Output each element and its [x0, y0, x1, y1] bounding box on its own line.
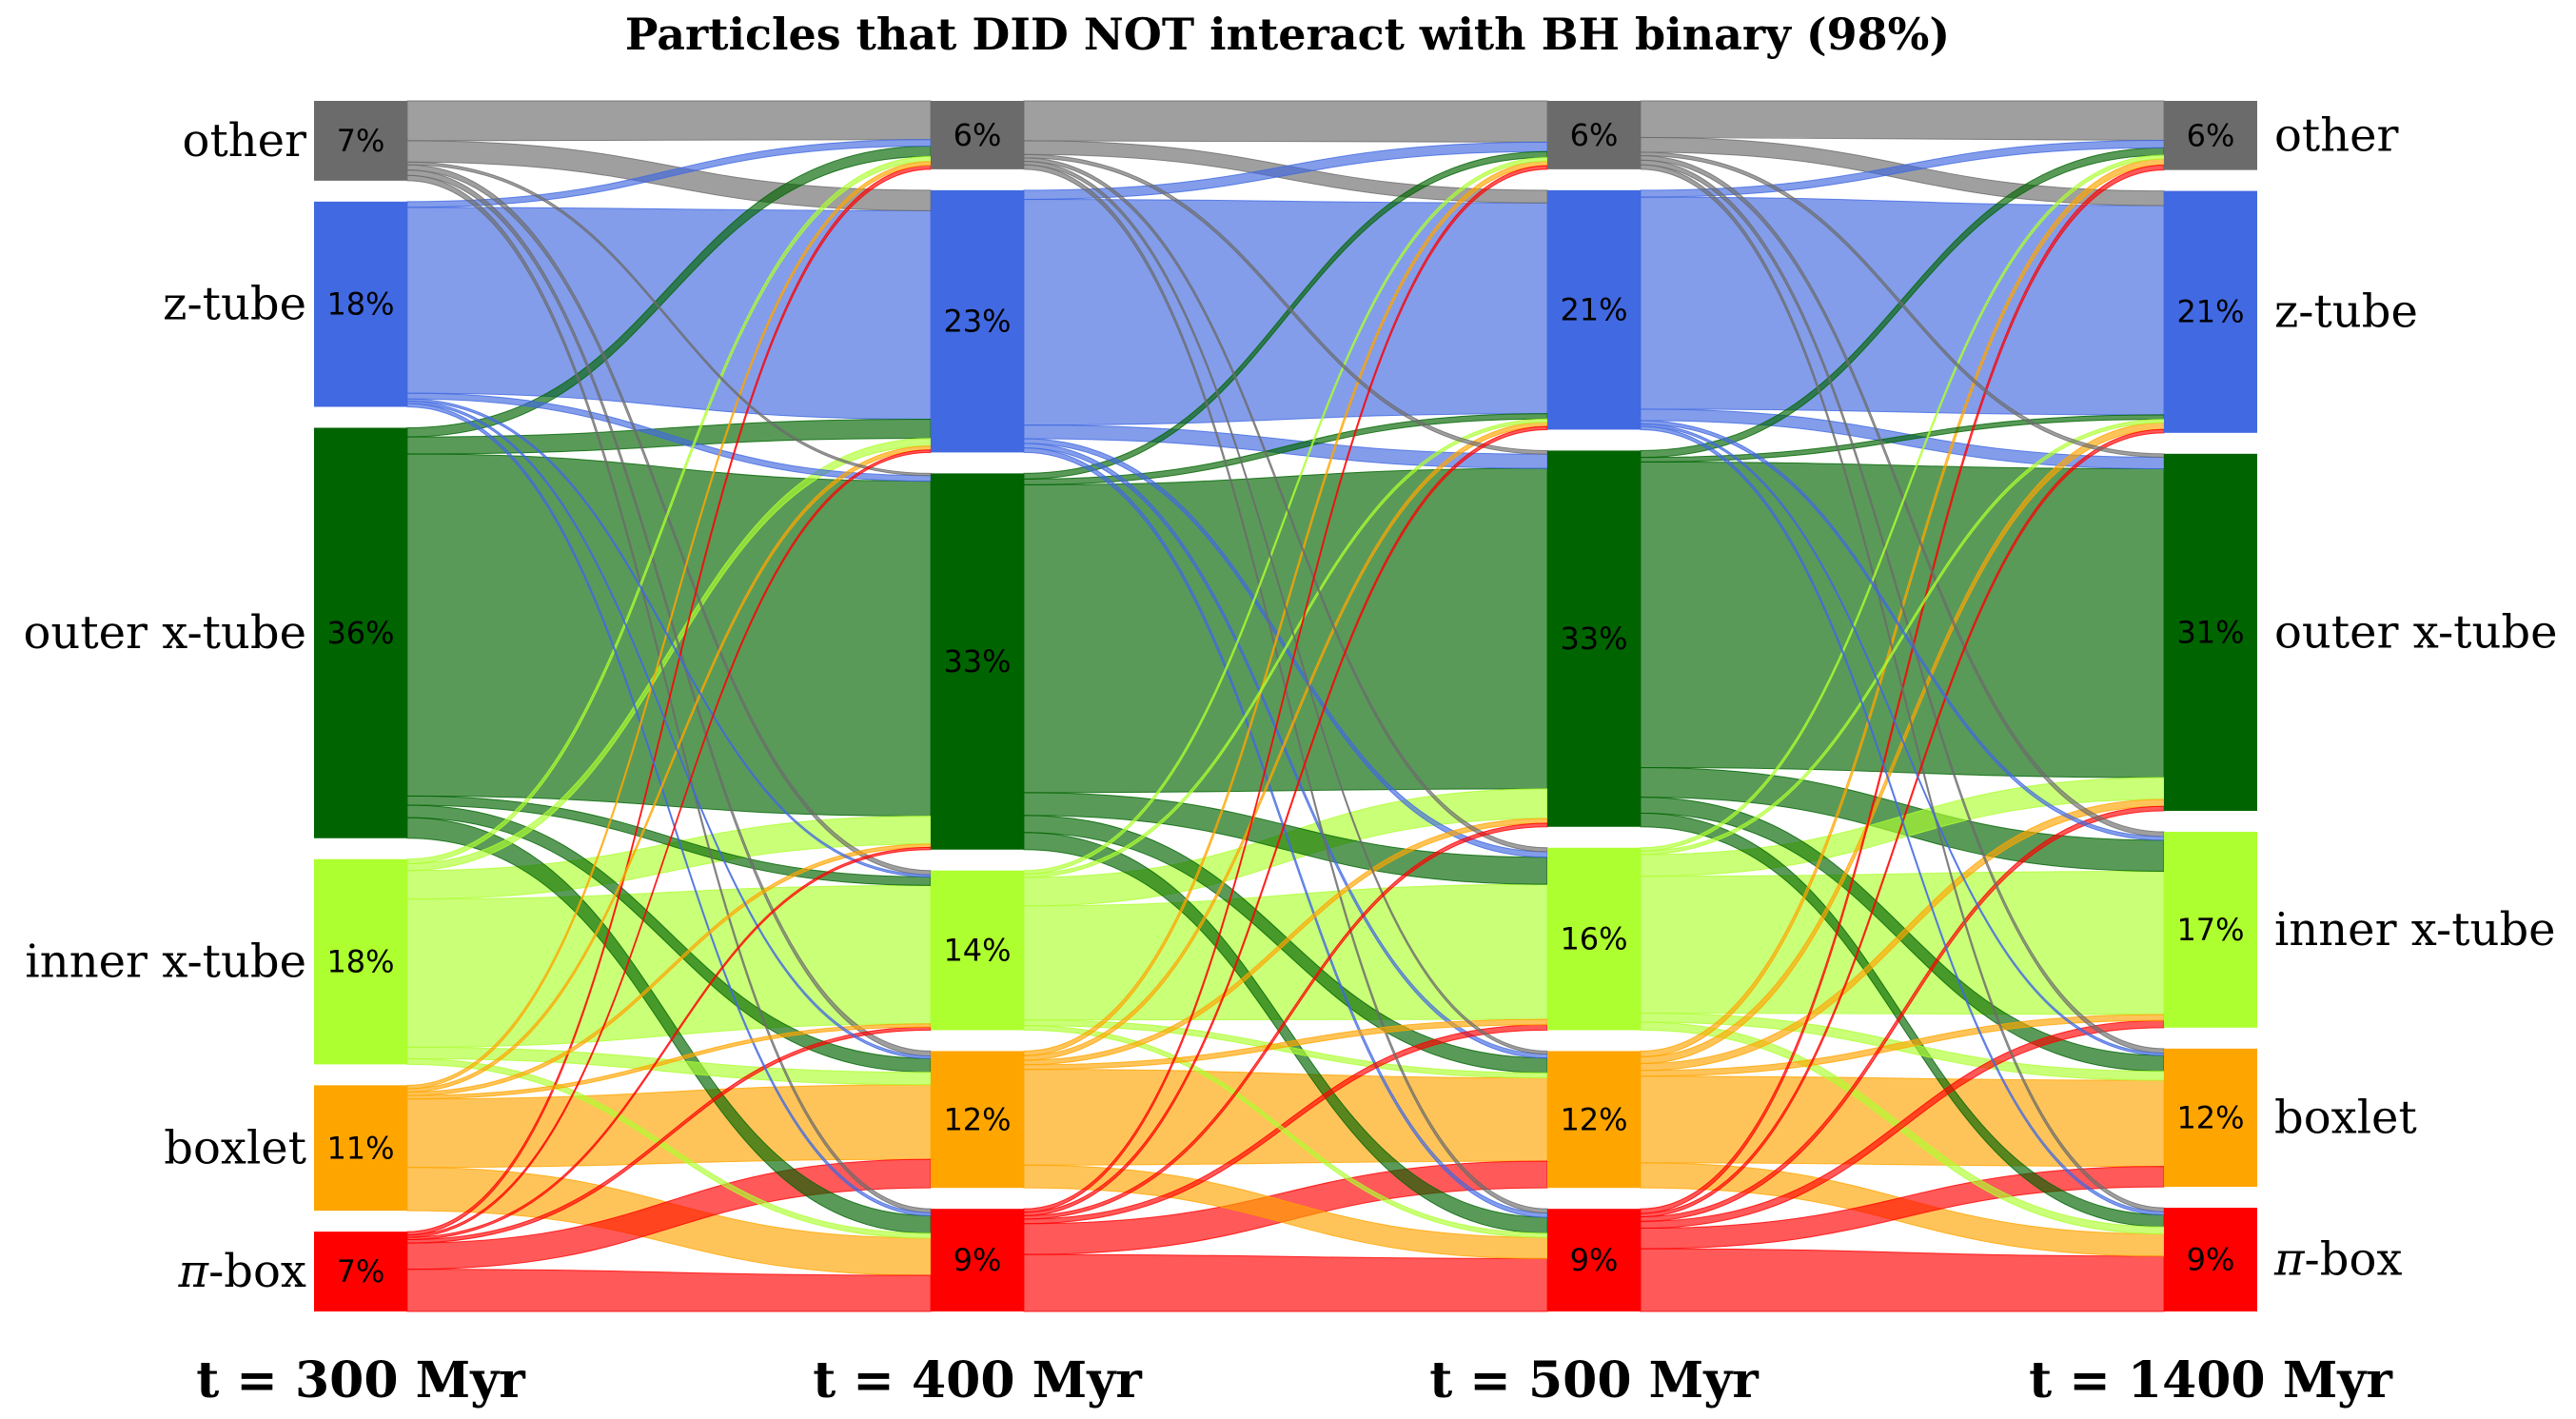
- node-pct-other-t2: 6%: [1570, 117, 1619, 153]
- flow-other-to-other-t1: [1023, 100, 1548, 143]
- flow-inner-x-tube-to-inner-x-tube-t2: [1640, 870, 2165, 1015]
- nodes: 7% 18% 36% 18% 11% 7% 6% 23% 33% 14% 12% 9% 6% 21% 33%…: [314, 101, 2257, 1311]
- node-pct-inner-x-tube-t1: 14%: [943, 933, 1011, 969]
- node-other-t3: [2164, 101, 2257, 170]
- node-pct-boxlet-t1: 12%: [943, 1101, 1011, 1137]
- time-label-t1: t = 400 Myr: [813, 1351, 1142, 1409]
- node-z-tube-t0: [314, 201, 407, 407]
- node-pct-boxlet-t3: 12%: [2176, 1099, 2244, 1135]
- node-pi-box-t2: [1547, 1209, 1641, 1311]
- category-label-right-pi-box: π-box: [2273, 1233, 2402, 1287]
- node-pct-outer-x-tube-t3: 31%: [2176, 614, 2244, 650]
- node-outer-x-tube-t0: [314, 427, 407, 838]
- category-label-left-boxlet: boxlet: [164, 1121, 306, 1174]
- flow-outer-x-tube-to-outer-x-tube-t2: [1640, 461, 2165, 778]
- node-pct-other-t1: 6%: [954, 117, 1002, 153]
- category-label-right-other: other: [2274, 108, 2399, 162]
- category-label-left-pi-box: π-box: [178, 1245, 306, 1298]
- category-label-left-inner-x-tube: inner x-tube: [25, 936, 306, 989]
- time-label-t2: t = 500 Myr: [1429, 1351, 1759, 1409]
- labels: other other z-tube z-tube outer x-tube outer …: [24, 108, 2558, 1409]
- node-pct-other-t3: 6%: [2187, 117, 2235, 153]
- node-pct-inner-x-tube-t3: 17%: [2176, 912, 2244, 948]
- node-other-t1: [931, 101, 1024, 169]
- node-inner-x-tube-t1: [931, 870, 1024, 1031]
- category-label-left-outer-x-tube: outer x-tube: [24, 606, 307, 660]
- node-boxlet-t3: [2164, 1048, 2257, 1188]
- node-pct-z-tube-t3: 21%: [2176, 294, 2244, 330]
- node-inner-x-tube-t2: [1547, 847, 1641, 1031]
- node-pct-z-tube-t1: 23%: [943, 304, 1011, 340]
- node-other-t0: [314, 101, 407, 181]
- node-pct-inner-x-tube-t2: 16%: [1560, 921, 1627, 957]
- category-label-right-z-tube: z-tube: [2274, 286, 2418, 339]
- node-pct-pi-box-t0: 7%: [337, 1253, 385, 1290]
- node-z-tube-t2: [1547, 189, 1641, 430]
- flow-pi-box-to-pi-box-t1: [1023, 1253, 1548, 1312]
- flow-other-to-other-t0: [406, 100, 932, 142]
- node-outer-x-tube-t1: [931, 473, 1024, 850]
- time-label-t3: t = 1400 Myr: [2029, 1351, 2392, 1409]
- node-other-t2: [1547, 101, 1641, 169]
- node-outer-x-tube-t2: [1547, 450, 1641, 827]
- category-label-left-z-tube: z-tube: [163, 278, 306, 331]
- flow-boxlet-to-boxlet-t0: [406, 1084, 932, 1169]
- node-pct-pi-box-t2: 9%: [1570, 1242, 1619, 1278]
- node-z-tube-t3: [2164, 190, 2257, 433]
- category-label-right-outer-x-tube: outer x-tube: [2274, 605, 2558, 659]
- flow-z-tube-to-z-tube-t0: [406, 207, 932, 420]
- flow-pi-box-to-pi-box-t0: [406, 1269, 932, 1312]
- node-boxlet-t0: [314, 1085, 407, 1212]
- flows: [406, 100, 2165, 1312]
- node-pct-z-tube-t0: 18%: [326, 286, 394, 323]
- flow-pi-box-to-pi-box-t2: [1640, 1248, 2165, 1312]
- category-label-left-other: other: [183, 114, 307, 168]
- node-pct-outer-x-tube-t2: 33%: [1560, 621, 1627, 657]
- node-pct-pi-box-t3: 9%: [2187, 1242, 2235, 1278]
- node-inner-x-tube-t0: [314, 858, 407, 1065]
- node-pi-box-t3: [2164, 1208, 2257, 1311]
- chart-title: Particles that DID NOT interact with BH …: [625, 9, 1950, 60]
- flow-pi-box-to-outer-x-tube-t0: [406, 846, 932, 1241]
- node-pct-boxlet-t0: 11%: [326, 1130, 394, 1166]
- node-pi-box-t0: [314, 1232, 407, 1311]
- node-pct-inner-x-tube-t0: 18%: [326, 944, 394, 980]
- flow-pi-box-to-outer-x-tube-t2: [1640, 805, 2165, 1222]
- flow-other-to-other-t2: [1640, 100, 2165, 142]
- node-pct-boxlet-t2: 12%: [1560, 1101, 1627, 1137]
- node-pct-pi-box-t1: 9%: [954, 1242, 1002, 1278]
- node-pct-other-t0: 7%: [337, 123, 385, 159]
- category-label-right-boxlet: boxlet: [2274, 1091, 2417, 1144]
- flow-pi-box-to-outer-x-tube-t1: [1023, 822, 1548, 1220]
- node-inner-x-tube-t3: [2164, 832, 2257, 1028]
- node-boxlet-t2: [1547, 1051, 1641, 1189]
- category-label-right-inner-x-tube: inner x-tube: [2274, 903, 2556, 956]
- node-boxlet-t1: [931, 1051, 1024, 1189]
- node-outer-x-tube-t3: [2164, 453, 2257, 812]
- time-label-t0: t = 300 Myr: [196, 1351, 525, 1409]
- flow-boxlet-to-boxlet-t1: [1023, 1069, 1548, 1166]
- node-pct-outer-x-tube-t1: 33%: [943, 643, 1011, 680]
- node-pct-outer-x-tube-t0: 36%: [326, 615, 394, 651]
- node-pct-z-tube-t2: 21%: [1560, 292, 1627, 328]
- node-pi-box-t1: [931, 1209, 1024, 1311]
- node-z-tube-t1: [931, 189, 1024, 453]
